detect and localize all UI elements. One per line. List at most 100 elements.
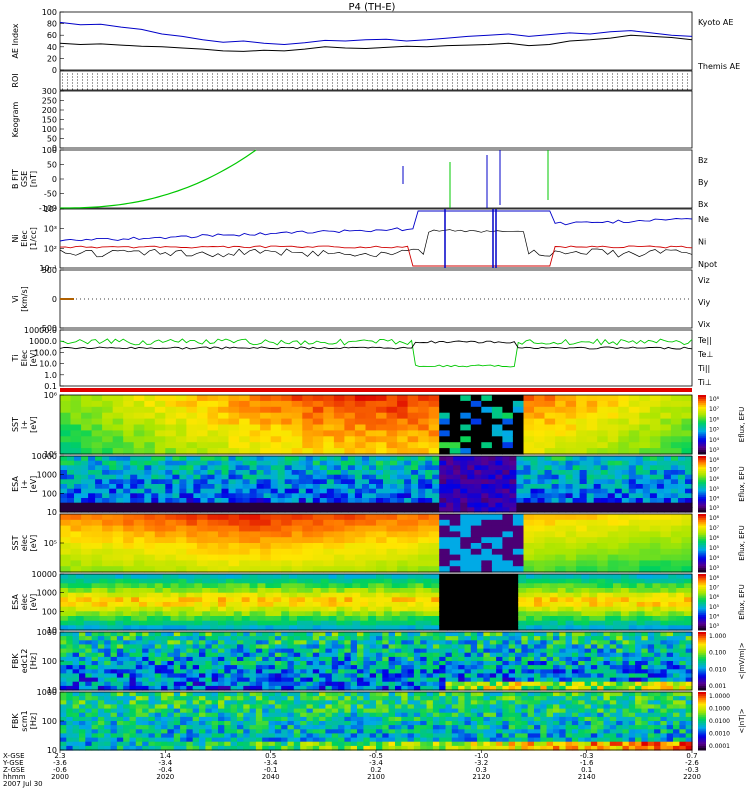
heat-cell	[486, 597, 496, 603]
heat-cell	[453, 460, 461, 466]
heat-cell	[496, 673, 503, 679]
colorbar-cell	[698, 414, 706, 418]
heat-cell	[681, 418, 693, 426]
heat-cell	[287, 677, 295, 683]
heat-cell	[502, 566, 514, 573]
heat-cell	[104, 665, 112, 670]
heat-cell	[304, 578, 314, 584]
heat-cell	[133, 548, 145, 556]
heat-cell	[597, 566, 609, 573]
heat-cell	[173, 661, 181, 666]
ytick-6-4: 1.0	[44, 371, 57, 380]
heat-cell	[639, 395, 651, 402]
heat-cell	[397, 488, 405, 494]
heat-cell	[573, 620, 582, 626]
heat-cell	[199, 681, 206, 687]
heat-cell	[668, 592, 677, 598]
heat-cell	[352, 597, 361, 603]
heat-cell	[383, 578, 393, 584]
heat-cell	[673, 661, 680, 666]
heat-cell	[460, 554, 472, 561]
heat-cell	[407, 543, 419, 550]
heat-cell	[365, 519, 377, 527]
heat-cell	[133, 554, 145, 561]
heat-cell	[636, 578, 646, 584]
heat-cell	[670, 531, 682, 538]
heat-cell	[230, 636, 238, 641]
heat-cell	[60, 474, 68, 480]
heat-cell	[305, 456, 314, 462]
heat-cell	[144, 412, 156, 420]
heat-cell	[165, 543, 177, 550]
heat-cell	[376, 470, 384, 476]
heat-cell	[265, 602, 274, 608]
heat-cell	[338, 673, 345, 679]
colorbar-cell	[698, 539, 706, 542]
heat-cell	[470, 448, 482, 455]
heat-cell	[628, 644, 636, 650]
heat-cell	[420, 665, 428, 670]
heat-cell	[60, 525, 72, 532]
heat-cell	[642, 488, 651, 494]
heat-cell	[420, 656, 428, 662]
heat-cell	[544, 424, 556, 431]
heat-cell	[534, 588, 543, 594]
heat-cell	[102, 543, 114, 550]
heat-cell	[277, 474, 286, 480]
heat-cell	[260, 424, 272, 431]
heat-cell	[218, 669, 225, 674]
heat-cell	[516, 498, 524, 504]
heat-cell	[477, 669, 484, 674]
heat-cell	[130, 502, 138, 508]
heat-cell	[439, 578, 448, 584]
heat-cell	[622, 673, 630, 679]
heat-cell	[60, 588, 69, 594]
heat-cell	[541, 606, 551, 612]
heat-cell	[249, 625, 259, 631]
heat-cell	[207, 456, 216, 462]
heat-cell	[218, 597, 227, 603]
heat-cell	[679, 652, 687, 658]
heat-cell	[530, 493, 539, 499]
ylabel-11-1: edc12	[20, 649, 29, 674]
heat-cell	[502, 498, 510, 504]
heat-cell	[129, 661, 137, 666]
heat-cell	[180, 640, 187, 645]
ytick-4-1: 10³	[44, 225, 57, 234]
colorbar-cell	[698, 635, 706, 639]
heat-cell	[74, 502, 82, 508]
heat-cell	[352, 616, 361, 622]
colorbar-cell	[698, 467, 706, 470]
heat-cell	[368, 578, 377, 584]
heat-cell	[270, 412, 282, 420]
heat-cell	[255, 681, 263, 687]
heat-cell	[91, 442, 103, 449]
heat-cell	[175, 412, 187, 420]
heat-cell	[60, 436, 72, 443]
colorbar-cell	[698, 647, 706, 650]
heat-cell	[390, 456, 398, 462]
heat-cell	[470, 652, 478, 658]
heat-cell	[193, 456, 201, 462]
heat-cell	[368, 611, 377, 617]
heat-cell	[376, 648, 383, 654]
heat-cell	[260, 400, 272, 408]
heat-cell	[685, 507, 693, 513]
heat-cell	[186, 560, 198, 567]
heat-cell	[224, 669, 232, 674]
heat-cell	[357, 685, 364, 691]
heat-cell	[622, 685, 630, 691]
heat-cell	[312, 525, 324, 532]
heat-cell	[178, 574, 187, 580]
heat-cell	[368, 588, 377, 594]
heat-cell	[432, 488, 440, 494]
heat-cell	[133, 430, 145, 437]
heat-cell	[453, 474, 461, 480]
heat-cell	[376, 673, 383, 679]
heat-cell	[70, 531, 82, 538]
heat-cell	[249, 474, 258, 480]
heat-cell	[129, 685, 137, 691]
heat-cell	[154, 442, 166, 449]
heat-cell	[376, 406, 388, 414]
heat-cell	[470, 606, 480, 612]
